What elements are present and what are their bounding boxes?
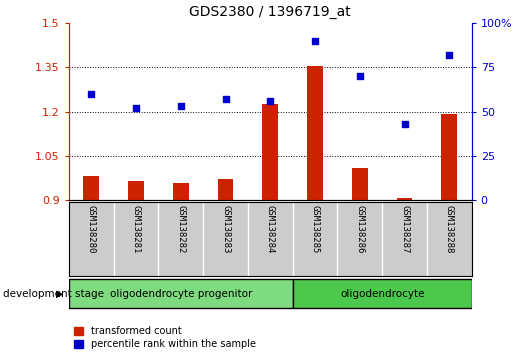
Text: GSM138281: GSM138281 — [131, 205, 140, 254]
Text: GSM138280: GSM138280 — [87, 205, 96, 254]
Bar — [397, 198, 412, 200]
Text: GSM138288: GSM138288 — [445, 205, 454, 254]
Text: oligodendrocyte progenitor: oligodendrocyte progenitor — [110, 289, 252, 299]
Text: development stage: development stage — [3, 289, 104, 299]
Point — [356, 73, 364, 79]
Bar — [262, 104, 278, 200]
Bar — [218, 179, 233, 200]
Bar — [69, 280, 293, 308]
Point — [266, 98, 275, 104]
Title: GDS2380 / 1396719_at: GDS2380 / 1396719_at — [189, 5, 351, 19]
Text: GSM138282: GSM138282 — [176, 205, 186, 254]
Point — [445, 52, 454, 58]
Text: GSM138283: GSM138283 — [221, 205, 230, 254]
Text: GSM138285: GSM138285 — [311, 205, 320, 254]
Text: ▶: ▶ — [56, 289, 64, 299]
Bar — [83, 176, 99, 200]
Point — [132, 105, 140, 111]
Text: GSM138287: GSM138287 — [400, 205, 409, 254]
Text: GSM138284: GSM138284 — [266, 205, 275, 254]
Point — [400, 121, 409, 127]
Bar — [307, 66, 323, 200]
Bar — [293, 280, 472, 308]
Point — [222, 96, 230, 102]
Text: oligodendrocyte: oligodendrocyte — [340, 289, 425, 299]
Bar — [173, 183, 189, 200]
Text: GSM138286: GSM138286 — [355, 205, 364, 254]
Bar — [128, 181, 144, 200]
Legend: transformed count, percentile rank within the sample: transformed count, percentile rank withi… — [74, 326, 257, 349]
Bar — [352, 167, 368, 200]
Point — [176, 103, 185, 109]
Point — [87, 91, 95, 97]
Bar — [441, 114, 457, 200]
Point — [311, 38, 319, 44]
